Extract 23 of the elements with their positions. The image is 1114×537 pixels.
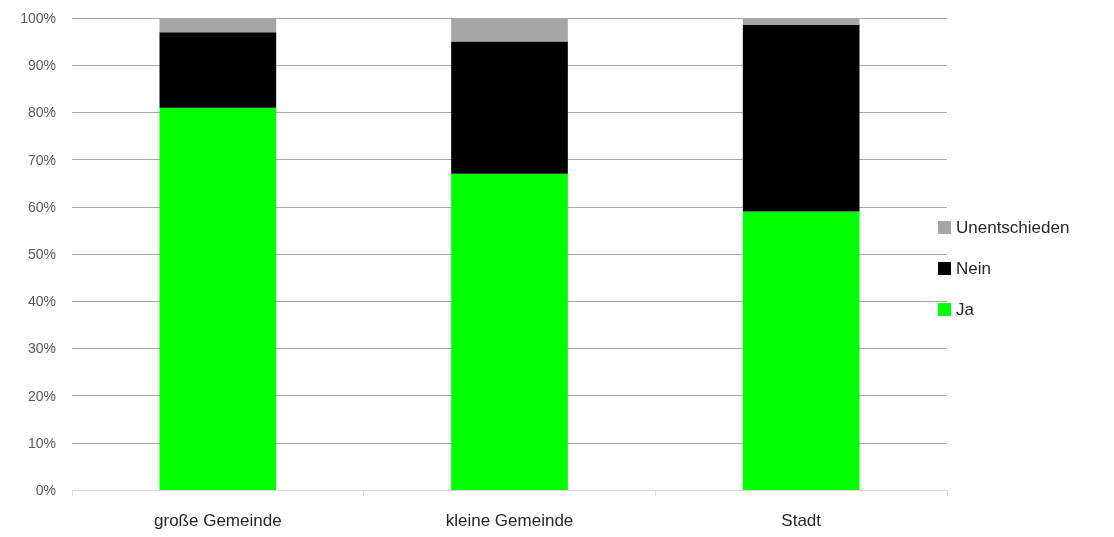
bar — [159, 32, 277, 108]
bar — [742, 211, 860, 490]
bar — [451, 41, 568, 174]
x-tick-label: große Gemeinde — [154, 511, 282, 530]
y-tick-label: 60% — [27, 198, 56, 215]
y-tick-label: 0% — [35, 482, 56, 498]
y-tick-label: 50% — [27, 246, 56, 262]
y-tick-label: 40% — [27, 293, 56, 310]
y-tick-label: 20% — [27, 387, 56, 404]
x-tick-label: Stadt — [781, 511, 822, 530]
legend-label: Ja — [956, 300, 975, 319]
bar — [451, 173, 568, 490]
x-tick-label: kleine Gemeinde — [445, 511, 574, 530]
y-tick-label: 80% — [27, 104, 56, 121]
legend-label: Nein — [956, 259, 991, 278]
y-tick-label: 30% — [27, 340, 56, 357]
y-tick-label: 10% — [27, 434, 56, 451]
legend-label: Unentschieden — [956, 218, 1070, 237]
y-tick-label: 70% — [27, 151, 56, 168]
bar — [159, 107, 277, 490]
y-tick-label: 90% — [27, 57, 56, 74]
bar — [742, 25, 860, 212]
y-tick-label: 100% — [20, 10, 56, 26]
